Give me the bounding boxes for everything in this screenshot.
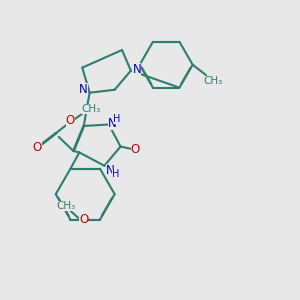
Text: N: N	[106, 164, 115, 177]
Text: O: O	[66, 115, 75, 128]
Text: H: H	[112, 169, 119, 179]
Text: CH₃: CH₃	[56, 201, 76, 212]
Text: O: O	[131, 143, 140, 156]
Text: CH₃: CH₃	[82, 103, 101, 114]
Text: O: O	[79, 213, 88, 226]
Text: N: N	[132, 63, 141, 76]
Text: H: H	[113, 114, 121, 124]
Text: N: N	[79, 83, 88, 96]
Text: O: O	[33, 141, 42, 154]
Text: N: N	[108, 116, 117, 130]
Text: CH₃: CH₃	[204, 76, 223, 86]
